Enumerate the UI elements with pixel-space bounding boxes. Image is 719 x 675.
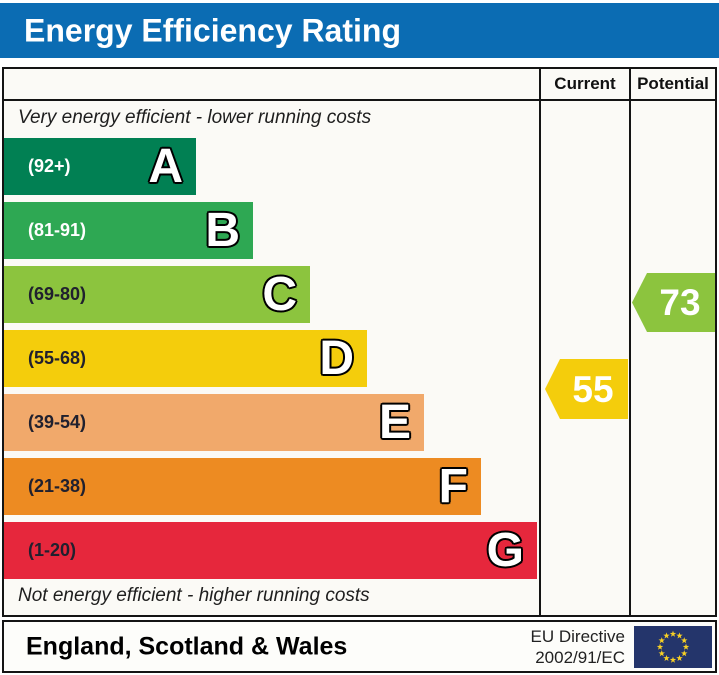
band-d-range: (55-68) — [28, 348, 87, 368]
band-f-range: (21-38) — [28, 476, 87, 496]
current-rating-arrow: 55 — [545, 359, 628, 419]
band-d-letter: D — [319, 332, 354, 385]
band-a-letter: A — [148, 140, 183, 193]
potential-rating-arrow: 73 — [632, 273, 715, 332]
region-label: England, Scotland & Wales — [26, 632, 348, 660]
band-e-range: (39-54) — [28, 412, 87, 432]
band-f-letter: F — [438, 460, 468, 513]
band-a-range: (92+) — [28, 156, 71, 176]
footer-bar: England, Scotland & Wales EU Directive 2… — [2, 620, 717, 673]
band-b-letter: B — [205, 204, 240, 257]
band-c-letter: C — [262, 268, 297, 321]
energy-rating-chart: Current Potential Very energy efficient … — [2, 67, 717, 617]
band-c: (69-80) C — [4, 266, 310, 323]
page-title: Energy Efficiency Rating — [24, 12, 401, 48]
title-bar: Energy Efficiency Rating — [0, 3, 719, 58]
band-f: (21-38) F — [4, 458, 481, 515]
band-e: (39-54) E — [4, 394, 424, 451]
current-rating-value: 55 — [572, 368, 614, 410]
band-g: (1-20) G — [4, 522, 537, 579]
eu-directive-line2: 2002/91/EC — [535, 647, 625, 667]
eu-directive-label: EU Directive 2002/91/EC — [531, 625, 625, 668]
header-divider-line — [4, 99, 715, 101]
band-b-range: (81-91) — [28, 220, 87, 240]
band-g-letter: G — [486, 524, 524, 577]
potential-rating-value: 73 — [659, 282, 701, 323]
eu-flag-icon — [634, 625, 712, 668]
potential-column-header: Potential — [637, 74, 709, 93]
top-caption: Very energy efficient - lower running co… — [18, 107, 372, 128]
eu-directive-line1: EU Directive — [530, 626, 625, 646]
potential-column-divider — [629, 69, 631, 615]
band-a: (92+) A — [4, 138, 196, 195]
current-column-header: Current — [554, 74, 616, 93]
band-g-range: (1-20) — [28, 540, 77, 560]
band-c-range: (69-80) — [28, 284, 87, 304]
current-column-divider — [539, 69, 541, 615]
band-d: (55-68) D — [4, 330, 367, 387]
bottom-caption: Not energy efficient - higher running co… — [18, 585, 370, 606]
rating-bands: (92+) A (81-91) B (69-80) C (55-68) D (3… — [4, 138, 537, 586]
band-b: (81-91) B — [4, 202, 253, 259]
band-e-letter: E — [378, 396, 411, 449]
